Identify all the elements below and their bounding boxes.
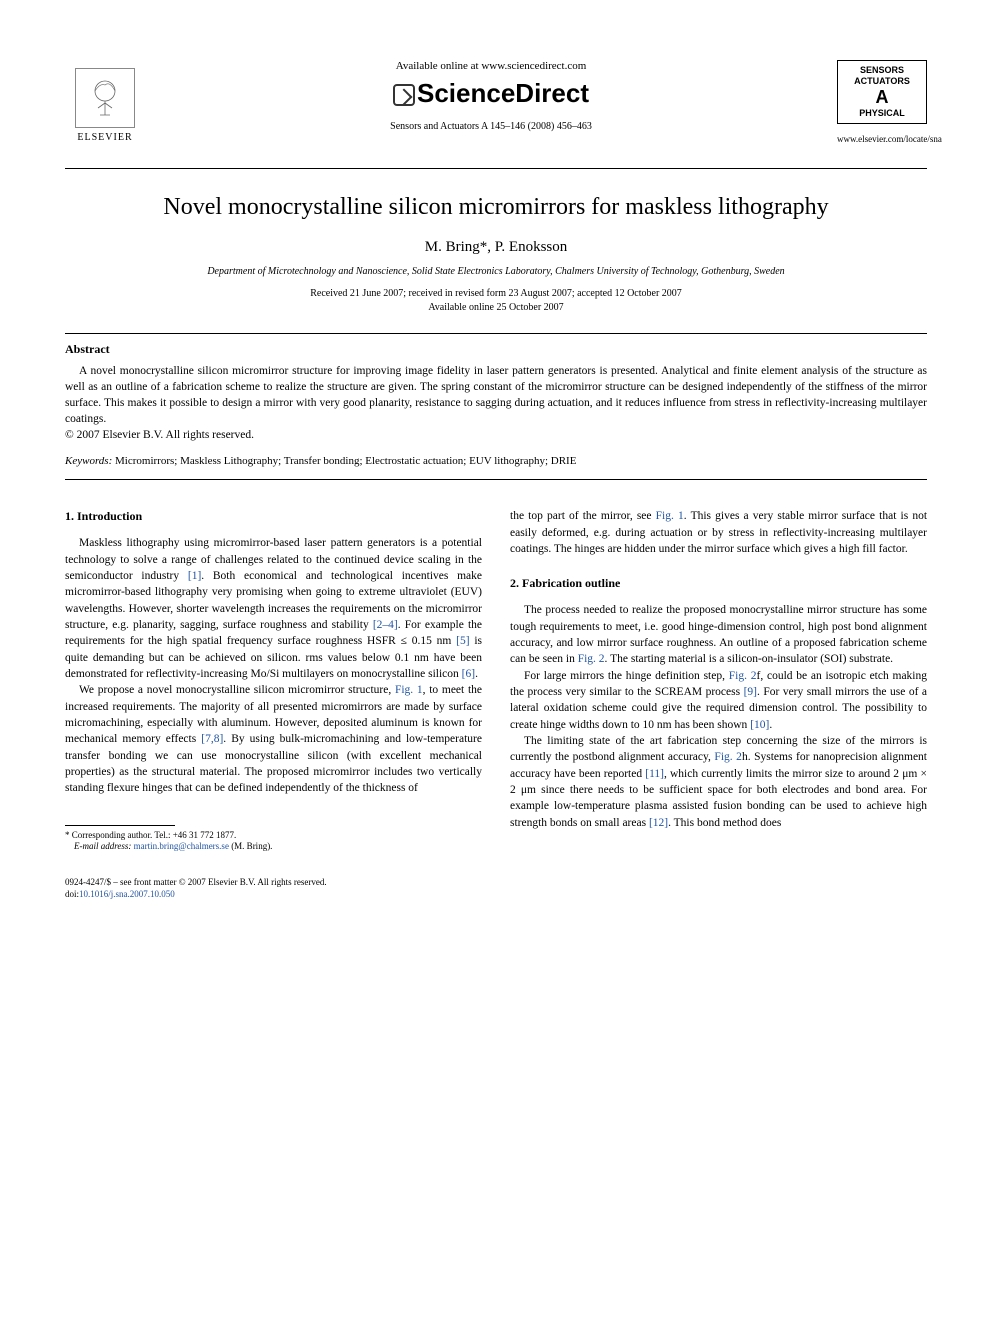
sec2-para1: The process needed to realize the propos… [510, 602, 927, 667]
keywords: Keywords: Micromirrors; Maskless Lithogr… [65, 455, 927, 467]
dates-line2: Available online 25 October 2007 [428, 302, 563, 313]
dates-line1: Received 21 June 2007; received in revis… [310, 288, 682, 299]
email-label: E-mail address: [74, 841, 131, 851]
journal-reference: Sensors and Actuators A 145–146 (2008) 4… [165, 121, 817, 132]
ref-link-1[interactable]: [1] [188, 570, 201, 582]
doi-label: doi: [65, 889, 79, 899]
ref-link-2-4[interactable]: [2–4] [373, 619, 398, 631]
sciencedirect-logo: ScienceDirect [165, 78, 817, 109]
abstract-copyright: © 2007 Elsevier B.V. All rights reserved… [65, 429, 927, 441]
footnote-email-row: E-mail address: martin.bring@chalmers.se… [65, 841, 482, 853]
journal-logo: SENSORS ACTUATORS A PHYSICAL www.elsevie… [837, 60, 927, 144]
journal-box-line1: SENSORS [840, 65, 924, 76]
doi-link[interactable]: 10.1016/j.sna.2007.10.050 [79, 889, 175, 899]
corresponding-author: * Corresponding author. Tel.: +46 31 772… [65, 830, 482, 842]
rule-abstract-bottom [65, 479, 927, 480]
sec2-para3: The limiting state of the art fabricatio… [510, 733, 927, 831]
email-link[interactable]: martin.bring@chalmers.se [134, 841, 229, 851]
left-column: 1. Introduction Maskless lithography usi… [65, 508, 482, 853]
elsevier-tree-icon [75, 68, 135, 128]
footnote-rule [65, 825, 175, 826]
journal-box-line3: PHYSICAL [840, 108, 924, 119]
abstract-text: A novel monocrystalline silicon micromir… [65, 363, 927, 427]
sciencedirect-text: ScienceDirect [417, 78, 589, 108]
body-columns: 1. Introduction Maskless lithography usi… [65, 508, 927, 853]
sec1-para2: We propose a novel monocrystalline silic… [65, 682, 482, 796]
fig-link-1a[interactable]: Fig. 1 [395, 684, 423, 696]
elsevier-logo: ELSEVIER [65, 60, 145, 150]
fig-link-2b[interactable]: Fig. 2 [729, 670, 757, 682]
journal-box-a: A [840, 87, 924, 109]
ref-link-5[interactable]: [5] [456, 635, 469, 647]
available-online-text: Available online at www.sciencedirect.co… [165, 60, 817, 72]
article-title: Novel monocrystalline silicon micromirro… [65, 194, 927, 221]
sciencedirect-icon [393, 84, 415, 106]
journal-url: www.elsevier.com/locate/sna [837, 134, 927, 144]
section-1-heading: 1. Introduction [65, 508, 482, 525]
elsevier-label: ELSEVIER [77, 132, 132, 143]
email-author: (M. Bring). [231, 841, 272, 851]
journal-logo-box: SENSORS ACTUATORS A PHYSICAL [837, 60, 927, 124]
article-dates: Received 21 June 2007; received in revis… [65, 287, 927, 315]
right-column: the top part of the mirror, see Fig. 1. … [510, 508, 927, 853]
front-matter: 0924-4247/$ – see front matter © 2007 El… [65, 877, 927, 889]
ref-link-10[interactable]: [10] [750, 719, 769, 731]
keywords-label: Keywords: [65, 455, 112, 467]
affiliation: Department of Microtechnology and Nanosc… [65, 266, 927, 277]
bottom-info: 0924-4247/$ – see front matter © 2007 El… [65, 877, 927, 900]
footnote-block: * Corresponding author. Tel.: +46 31 772… [65, 830, 482, 853]
journal-box-line2: ACTUATORS [840, 76, 924, 87]
ref-link-9[interactable]: [9] [744, 686, 757, 698]
section-2-heading: 2. Fabrication outline [510, 575, 927, 592]
sec1-para1: Maskless lithography using micromirror-b… [65, 535, 482, 682]
ref-link-7-8[interactable]: [7,8] [201, 733, 223, 745]
rule-abstract-top [65, 333, 927, 334]
ref-link-6[interactable]: [6] [462, 668, 475, 680]
col2-para1: the top part of the mirror, see Fig. 1. … [510, 508, 927, 557]
ref-link-12[interactable]: [12] [649, 817, 668, 829]
doi-row: doi:10.1016/j.sna.2007.10.050 [65, 889, 927, 901]
authors: M. Bring*, P. Enoksson [65, 239, 927, 256]
header-row: ELSEVIER Available online at www.science… [65, 60, 927, 150]
fig-link-2c[interactable]: Fig. 2 [714, 751, 742, 763]
abstract-heading: Abstract [65, 342, 927, 357]
center-header: Available online at www.sciencedirect.co… [145, 60, 837, 132]
ref-link-11[interactable]: [11] [645, 768, 664, 780]
rule-top [65, 168, 927, 169]
sec2-para2: For large mirrors the hinge definition s… [510, 668, 927, 733]
fig-link-2a[interactable]: Fig. 2 [578, 653, 605, 665]
keywords-text: Micromirrors; Maskless Lithography; Tran… [115, 455, 576, 467]
fig-link-1b[interactable]: Fig. 1 [656, 510, 684, 522]
